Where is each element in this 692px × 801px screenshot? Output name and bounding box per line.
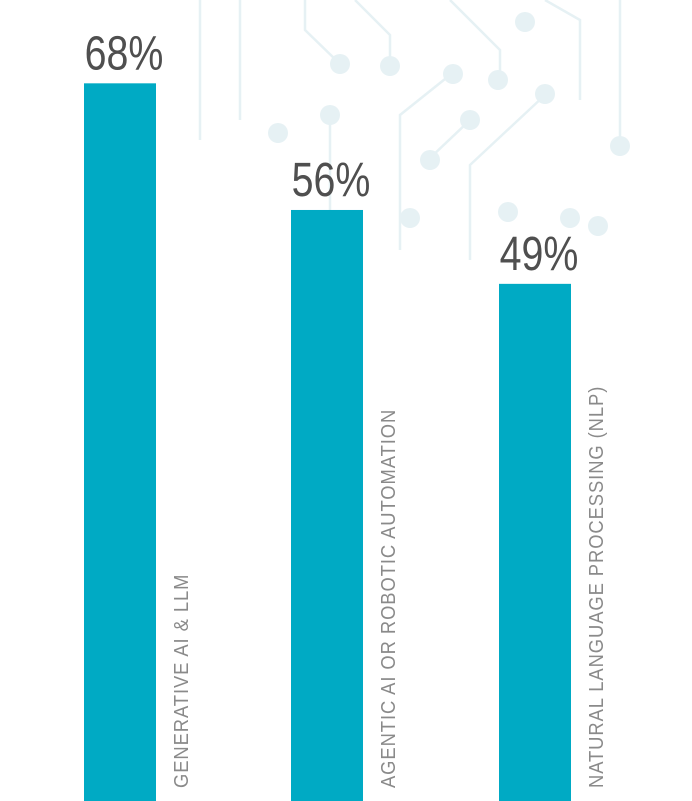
category-label-1: GENERATIVE AI & LLM [171,574,193,788]
bar-3 [499,283,571,801]
bar-2 [291,209,363,801]
value-label-1: 68% [85,27,164,81]
circuit-background-decoration [198,0,630,260]
bar-1 [84,83,156,801]
category-label-3: NATURAL LANGUAGE PROCESSING (NLP) [586,386,608,788]
value-label-2: 56% [292,153,371,207]
category-label-2: AGENTIC AI OR ROBOTIC AUTOMATION [378,409,400,788]
value-label-3: 49% [500,227,579,281]
